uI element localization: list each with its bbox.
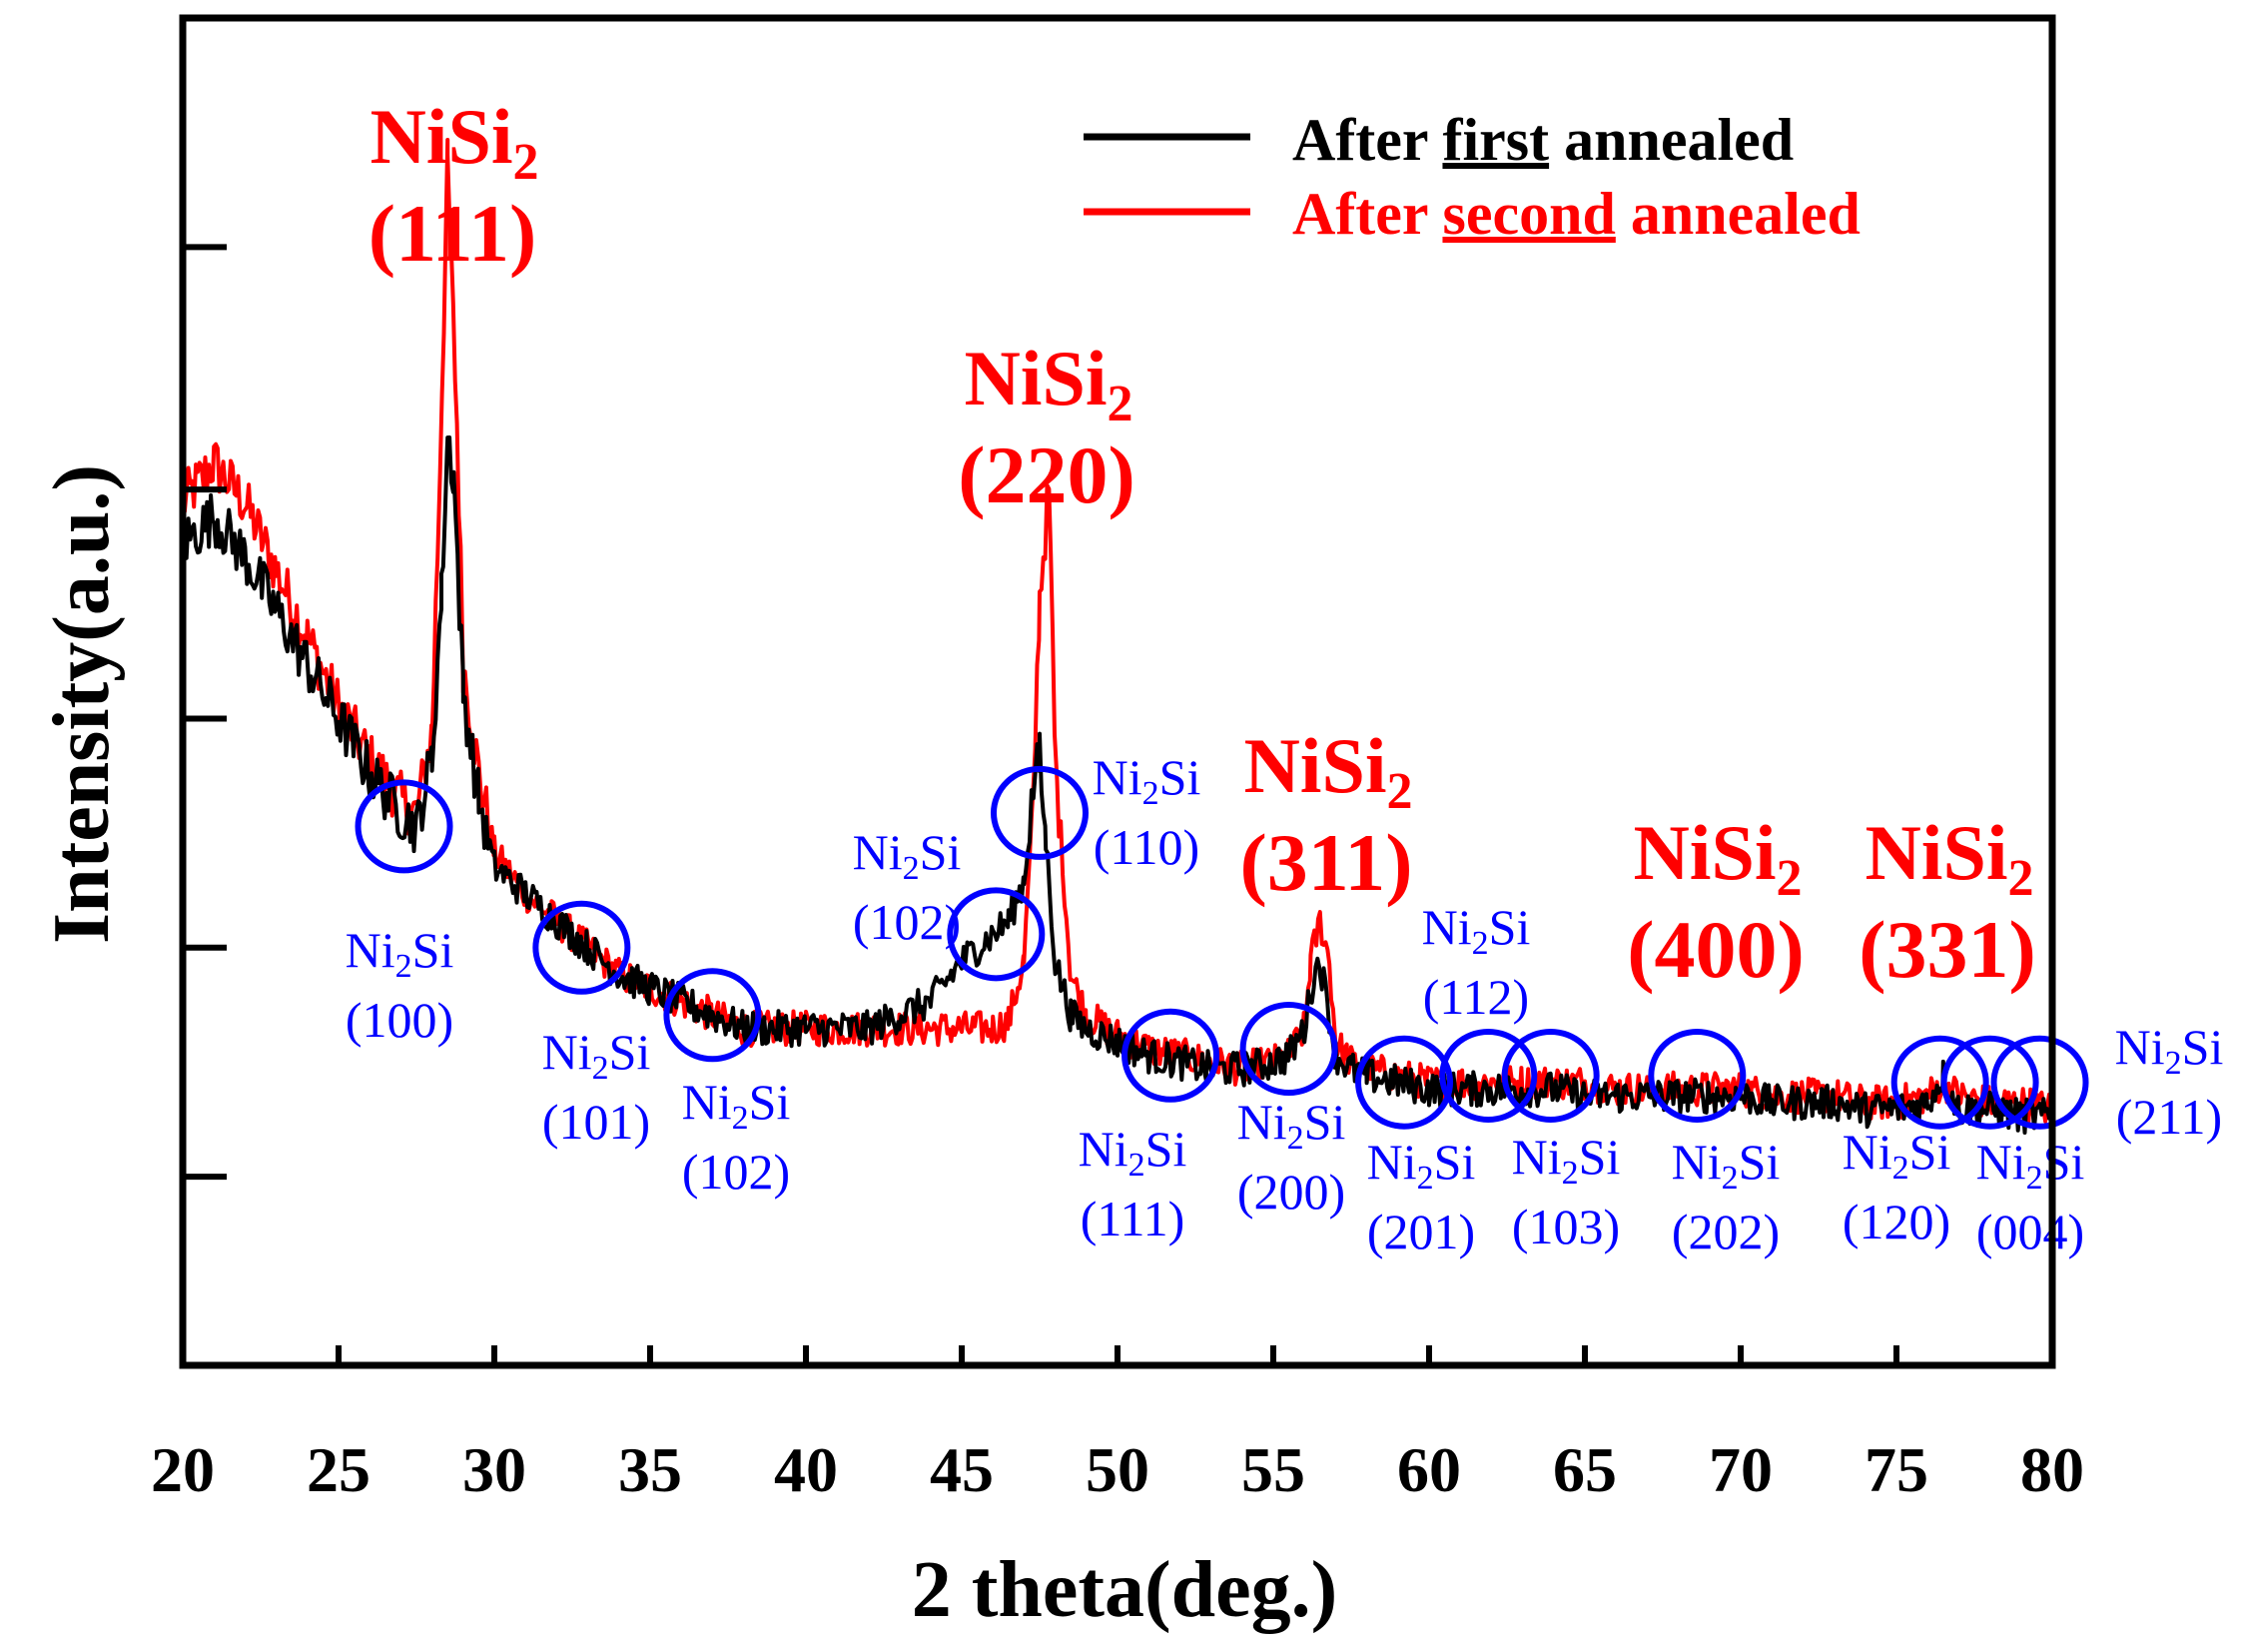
ni2si-circle-9: [1501, 1028, 1600, 1123]
ni2si-label-7: Ni2Si (201): [1367, 1134, 1476, 1259]
nisi2-formula: NiSi2: [370, 93, 538, 191]
nisi2-formula: NiSi2: [964, 335, 1132, 432]
nisi2-formula: NiSi2: [1243, 722, 1412, 820]
x-tick-label-30: 30: [462, 1434, 526, 1505]
ni2si-label-0: Ni2Si (100): [346, 922, 454, 1048]
ni2si-label-6: Ni2Si (200): [1237, 1094, 1346, 1220]
nisi2-formula: NiSi2: [1633, 809, 1802, 907]
ni2si-label-10: Ni2Si (202): [1672, 1134, 1781, 1259]
x-tick-label-35: 35: [618, 1434, 682, 1505]
ni2si-label-1: Ni2Si (101): [542, 1024, 651, 1150]
x-tick-label-55: 55: [1241, 1434, 1305, 1505]
ni2si-formula: Ni2Si: [542, 1024, 651, 1087]
ni2si-formula: Ni2Si: [1672, 1134, 1781, 1197]
ni2si-label-9: Ni2Si (103): [1512, 1129, 1621, 1254]
ni2si-formula: Ni2Si: [1079, 1121, 1187, 1184]
ni2si-circle-12: [1940, 1035, 2039, 1130]
ni2si-hkl: (100): [346, 992, 453, 1048]
nisi2-label-1: NiSi2(220): [958, 335, 1135, 520]
nisi2-label-2: NiSi2(311): [1239, 722, 1412, 908]
ni2si-circle-0: [355, 779, 453, 874]
legend: After first annealed After second anneal…: [1084, 107, 1861, 247]
nisi2-formula: NiSi2: [1865, 809, 2033, 907]
ni2si-hkl: (110): [1094, 819, 1199, 875]
ni2si-hkl: (102): [853, 894, 961, 950]
x-tick-label-60: 60: [1397, 1434, 1461, 1505]
ni2si-hkl: (202): [1672, 1204, 1780, 1259]
ni2si-hkl: (103): [1512, 1199, 1620, 1254]
ni2si-hkl: (101): [542, 1094, 650, 1150]
ni2si-label-3: Ni2Si (102): [853, 824, 962, 950]
legend-label-first: After first annealed: [1292, 107, 1794, 173]
ni2si-formula: Ni2Si: [346, 922, 454, 985]
nisi2-label-4: NiSi2(331): [1859, 809, 2036, 995]
ni2si-circle-2: [663, 968, 762, 1063]
ni2si-formula: Ni2Si: [682, 1074, 791, 1137]
x-tick-label-75: 75: [1865, 1434, 1928, 1505]
x-axis-label: 2 theta(deg.): [912, 1546, 1338, 1634]
ni2si-label-12: Ni2Si (004): [1976, 1134, 2085, 1259]
ni2si-formula: Ni2Si: [1237, 1094, 1346, 1157]
ni2si-label-4: Ni2Si (110): [1093, 749, 1201, 875]
ni2si-circle-10: [1648, 1028, 1747, 1123]
ni2si-hkl: (120): [1843, 1194, 1950, 1249]
x-tick-label-80: 80: [2020, 1434, 2084, 1505]
ni2si-circles: [355, 765, 2089, 1130]
x-tick-label-25: 25: [307, 1434, 371, 1505]
ni2si-formula: Ni2Si: [2115, 1019, 2224, 1082]
ni2si-circle-5: [1121, 1008, 1220, 1103]
ni2si-label-13: Ni2Si (211): [2115, 1019, 2224, 1145]
axes: 20 25 30 35 40 45 50 55 60 65 70 75 80: [151, 14, 2084, 1505]
ni2si-hkl: (211): [2116, 1089, 2222, 1145]
ni2si-formula: Ni2Si: [1512, 1129, 1621, 1192]
x-tick-label-40: 40: [774, 1434, 838, 1505]
nisi2-hkl: (400): [1627, 904, 1805, 995]
ni2si-circle-6: [1239, 1001, 1338, 1096]
ni2si-label-2: Ni2Si (102): [682, 1074, 791, 1200]
ni2si-label-8: Ni2Si (112): [1422, 899, 1531, 1025]
ni2si-formula: Ni2Si: [1843, 1124, 1951, 1187]
ni2si-formula: Ni2Si: [853, 824, 962, 887]
ni2si-circle-11: [1890, 1035, 1989, 1130]
nisi2-label-0: NiSi2(111): [369, 93, 539, 279]
ni2si-label-11: Ni2Si (120): [1843, 1124, 1951, 1249]
y-axis-label: Intensity(a.u.): [38, 464, 126, 944]
x-tick-label-65: 65: [1553, 1434, 1617, 1505]
ni2si-hkl: (201): [1367, 1204, 1475, 1259]
ni2si-label-5: Ni2Si (111): [1079, 1121, 1187, 1246]
ni2si-hkl: (111): [1081, 1191, 1185, 1246]
ni2si-hkl: (004): [1976, 1204, 2084, 1259]
nisi2-hkl: (311): [1239, 817, 1412, 908]
ni2si-circle-4: [991, 765, 1089, 860]
ni2si-formula: Ni2Si: [1976, 1134, 2085, 1197]
ni2si-formula: Ni2Si: [1422, 899, 1531, 962]
nisi2-hkl: (111): [369, 188, 537, 279]
x-tick-label-70: 70: [1709, 1434, 1773, 1505]
ni2si-circle-13: [1990, 1035, 2089, 1130]
ni2si-circle-7: [1355, 1035, 1454, 1130]
ni2si-circle-8: [1439, 1028, 1538, 1123]
nisi2-hkl: (220): [958, 429, 1135, 520]
x-tick-label-50: 50: [1086, 1434, 1149, 1505]
nisi2-label-3: NiSi2(400): [1627, 809, 1805, 995]
ni2si-formula: Ni2Si: [1367, 1134, 1476, 1197]
ni2si-hkl: (102): [682, 1144, 790, 1200]
ni2si-hkl: (112): [1423, 969, 1529, 1025]
x-tick-label-20: 20: [151, 1434, 215, 1505]
x-tick-label-45: 45: [930, 1434, 994, 1505]
legend-label-second: After second annealed: [1292, 181, 1861, 247]
ni2si-circle-1: [532, 900, 631, 995]
ni2si-circle-3: [947, 887, 1046, 982]
nisi2-hkl: (331): [1859, 904, 2036, 995]
annotation-labels: Ni2Si (100) Ni2Si (101) Ni2Si (102) Ni2Si (102)…: [346, 93, 2224, 1259]
ni2si-hkl: (200): [1237, 1164, 1345, 1220]
ni2si-formula: Ni2Si: [1093, 749, 1201, 812]
